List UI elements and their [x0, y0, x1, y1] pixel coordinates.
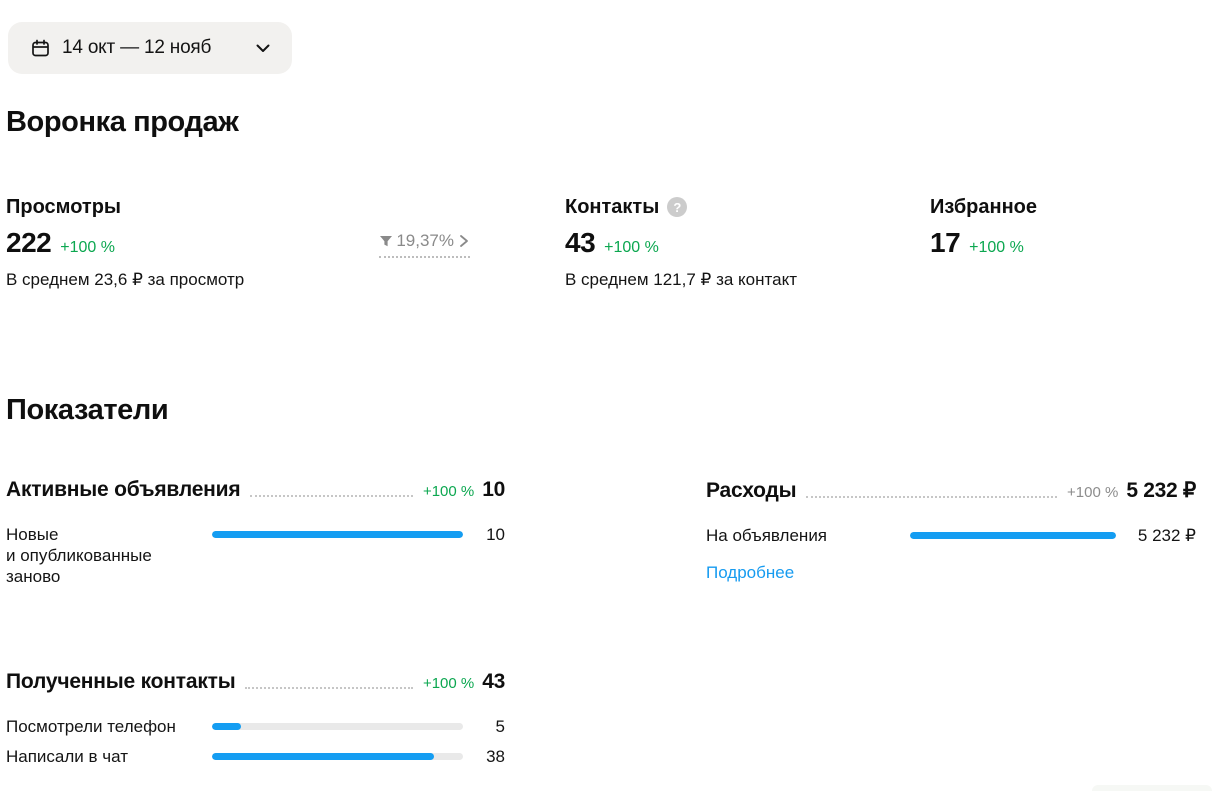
bar-track: [212, 723, 463, 730]
bar-row-value: 38: [486, 747, 505, 766]
metrics-heading: Показатели: [6, 394, 169, 426]
stat-contacts-title-text: Контакты: [565, 195, 660, 218]
conversion-rate-value: 19,37%: [396, 230, 454, 250]
stat-contacts-subtitle: В среднем 121,7 ₽ за контакт: [565, 270, 797, 289]
dotted-leader: [250, 495, 413, 497]
stat-views-title: Просмотры: [6, 194, 470, 220]
date-range-label: 14 окт — 12 нояб: [62, 37, 212, 58]
bar-row-label: На объявления: [706, 526, 828, 545]
bar-track: [212, 531, 463, 538]
stat-contacts-value: 43: [565, 227, 596, 258]
bar-track: [910, 532, 1116, 539]
bar-fill: [910, 532, 1116, 539]
stat-favorites-title-text: Избранное: [930, 195, 1038, 218]
metric-active-total: 10: [482, 478, 505, 501]
conversion-rate-button[interactable]: 19,37%: [379, 231, 470, 258]
stat-views-delta: +100 %: [60, 239, 115, 256]
bar-row: Посмотрели телефон 5: [6, 716, 505, 746]
stat-views-title-text: Просмотры: [6, 195, 122, 218]
metric-received-delta: +100 %: [422, 675, 475, 692]
dotted-leader: [245, 687, 413, 689]
bar-row-value: 5: [495, 717, 505, 736]
help-icon[interactable]: ?: [667, 197, 688, 217]
details-link[interactable]: Подробнее: [706, 563, 795, 582]
metric-received-contacts: Полученные контакты +100 % 43 Посмотрели…: [6, 670, 505, 776]
chevron-down-icon: [254, 39, 272, 57]
bar-fill: [212, 753, 434, 760]
metric-expenses-total: 5 232 ₽: [1126, 479, 1196, 502]
chevron-right-icon: [458, 234, 470, 248]
bar-row: На объявления 5 232 ₽: [706, 525, 1196, 555]
date-range-picker[interactable]: 14 окт — 12 нояб: [8, 22, 292, 74]
dotted-leader: [806, 496, 1058, 498]
bar-fill: [212, 531, 463, 538]
metric-expenses-name: Расходы: [706, 479, 797, 502]
bar-row-value: 5 232 ₽: [1137, 526, 1196, 545]
bar-row-label: Новые и опубликованные заново: [6, 525, 152, 586]
bottom-widget-peek: [1092, 785, 1212, 791]
funnel-icon: [379, 234, 393, 248]
stat-views-value: 222: [6, 227, 52, 258]
stat-views: Просмотры 222 +100 % 19,37% В среднем 23…: [6, 194, 470, 290]
metric-active-name: Активные объявления: [6, 478, 241, 501]
stat-contacts: Контакты ? 43 +100 % В среднем 121,7 ₽ з…: [565, 194, 925, 290]
metric-active-delta: +100 %: [422, 483, 475, 500]
metric-expenses: Расходы +100 % 5 232 ₽ На объявления 5 2…: [706, 478, 1196, 583]
stat-favorites: Избранное 17 +100 %: [930, 194, 1190, 261]
metric-active-listings: Активные объявления +100 % 10 Новые и оп…: [6, 478, 505, 587]
stat-favorites-delta: +100 %: [969, 239, 1024, 256]
metric-received-name: Полученные контакты: [6, 670, 236, 693]
stat-contacts-delta: +100 %: [604, 239, 659, 256]
stat-views-subtitle: В среднем 23,6 ₽ за просмотр: [6, 270, 245, 289]
stat-favorites-title: Избранное: [930, 194, 1190, 220]
stat-favorites-value: 17: [930, 227, 961, 258]
metric-received-total: 43: [482, 670, 505, 693]
metric-expenses-delta: +100 %: [1067, 484, 1119, 501]
bar-track: [212, 753, 463, 760]
bar-fill: [212, 723, 242, 730]
bar-row-label: Посмотрели телефон: [6, 717, 176, 736]
bar-row-label: Написали в чат: [6, 747, 129, 766]
calendar-icon: [30, 38, 51, 59]
stat-contacts-title: Контакты ?: [565, 194, 925, 220]
bar-row: Новые и опубликованные заново 10: [6, 524, 505, 587]
bar-row: Написали в чат 38: [6, 746, 505, 776]
bar-row-value: 10: [486, 525, 505, 544]
funnel-heading: Воронка продаж: [6, 106, 239, 138]
